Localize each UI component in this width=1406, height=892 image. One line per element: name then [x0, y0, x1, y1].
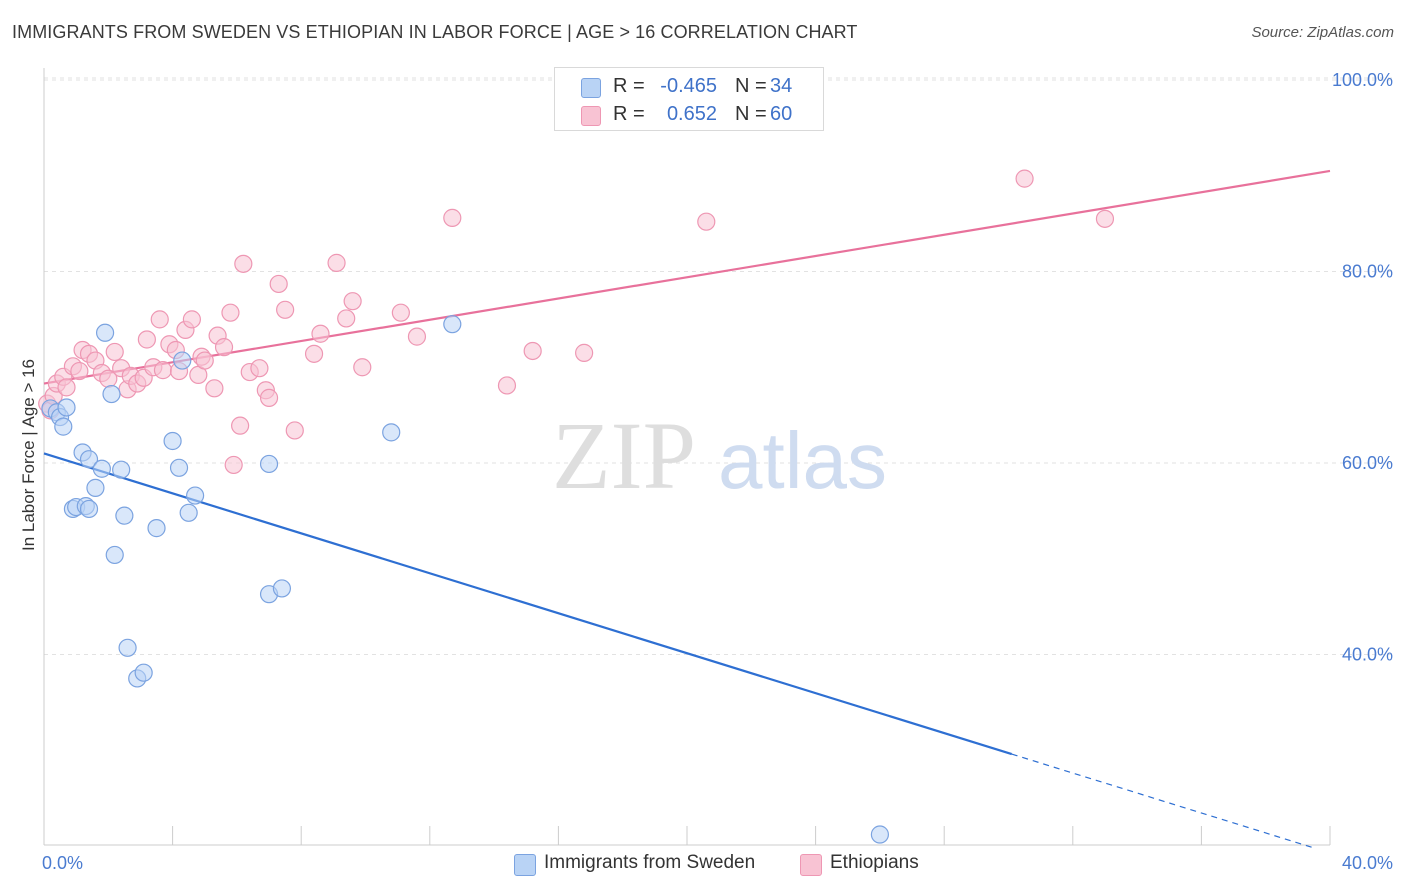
trend-lines — [43, 169, 1331, 849]
data-point-ethiopians — [269, 274, 288, 294]
data-point-ethiopians — [234, 254, 253, 273]
source-label: Source: ZipAtlas.com — [1251, 24, 1394, 41]
data-point-ethiopians — [231, 416, 250, 435]
data-point-sweden — [382, 423, 401, 442]
data-point-ethiopians — [353, 358, 372, 377]
data-point-sweden — [173, 351, 192, 370]
n-label: N = — [735, 75, 767, 97]
data-point-ethiopians — [497, 376, 517, 395]
data-point-sweden — [179, 503, 198, 522]
data-point-ethiopians — [70, 361, 89, 381]
n-label: N = — [735, 103, 767, 125]
data-point-ethiopians — [150, 310, 169, 329]
data-point-ethiopians — [1095, 209, 1115, 228]
data-point-sweden — [86, 478, 105, 497]
watermark-atlas: atlas — [718, 416, 887, 505]
r-label: R = — [613, 103, 645, 125]
series-sweden — [41, 315, 890, 844]
y-tick-labels: 40.0% 60.0% 80.0% 100.0% — [1332, 70, 1393, 665]
y-tick-label: 40.0% — [1342, 645, 1393, 665]
legend-swatch-ethiopians — [581, 106, 601, 126]
data-point-ethiopians — [259, 388, 279, 407]
y-tick-label: 100.0% — [1332, 70, 1393, 90]
r-value: -0.465 — [660, 75, 717, 97]
data-point-ethiopians — [443, 208, 462, 227]
trend-line-sweden — [43, 452, 1013, 756]
data-point-sweden — [54, 417, 73, 436]
data-point-ethiopians — [575, 343, 594, 362]
r-label: R = — [613, 75, 645, 97]
data-point-ethiopians — [205, 379, 224, 398]
correlation-legend: R = -0.465 N = 34 R = 0.652 N = 60 — [554, 67, 824, 131]
data-point-sweden — [57, 398, 76, 417]
data-point-ethiopians — [137, 330, 156, 349]
legend-swatch-sweden — [514, 854, 536, 876]
data-point-sweden — [272, 579, 292, 598]
series-legend: Immigrants from Sweden Ethiopians — [0, 852, 1406, 878]
data-point-ethiopians — [311, 324, 330, 343]
data-point-sweden — [79, 499, 99, 519]
data-point-sweden — [102, 384, 121, 404]
data-point-ethiopians — [250, 359, 269, 378]
data-point-ethiopians — [224, 455, 243, 475]
chart-title: IMMIGRANTS FROM SWEDEN VS ETHIOPIAN IN L… — [12, 22, 858, 42]
data-point-ethiopians — [285, 421, 304, 440]
data-point-ethiopians — [391, 303, 410, 322]
data-point-sweden — [105, 545, 124, 565]
data-points — [38, 169, 1115, 844]
data-point-ethiopians — [337, 309, 356, 328]
x-tick-label: 0.0% — [42, 853, 83, 873]
data-point-sweden — [112, 460, 131, 479]
data-point-sweden — [186, 486, 205, 505]
data-point-sweden — [92, 459, 111, 478]
axes — [43, 68, 1331, 846]
legend-label-ethiopians: Ethiopians — [830, 852, 919, 873]
data-point-sweden — [95, 323, 115, 342]
data-point-ethiopians — [195, 351, 214, 370]
data-point-ethiopians — [276, 300, 295, 319]
x-tick-labels: 0.0% 40.0% — [42, 853, 1393, 873]
legend-swatch-sweden — [581, 78, 601, 98]
legend-label-sweden: Immigrants from Sweden — [544, 852, 756, 873]
data-point-ethiopians — [327, 253, 346, 272]
data-point-sweden — [870, 825, 890, 844]
data-point-ethiopians — [697, 212, 716, 231]
y-tick-label: 80.0% — [1342, 262, 1393, 282]
trend-line-extension-sweden — [1011, 753, 1315, 849]
data-point-ethiopians — [57, 378, 76, 397]
data-point-sweden — [169, 458, 189, 477]
data-point-ethiopians — [153, 361, 173, 380]
data-point-ethiopians — [214, 338, 234, 357]
n-value: 60 — [770, 103, 793, 125]
data-point-sweden — [134, 663, 153, 682]
data-point-ethiopians — [407, 327, 427, 346]
series-ethiopians — [38, 169, 1115, 475]
trend-line-ethiopians — [43, 169, 1331, 385]
legend-swatch-ethiopians — [800, 854, 822, 876]
data-point-ethiopians — [221, 303, 240, 322]
y-tick-label: 60.0% — [1342, 453, 1393, 473]
data-point-ethiopians — [182, 310, 201, 329]
data-point-ethiopians — [523, 341, 542, 361]
data-point-sweden — [118, 638, 137, 657]
data-point-ethiopians — [1015, 169, 1034, 188]
data-point-ethiopians — [343, 292, 362, 311]
watermark-zip: ZIP — [552, 402, 696, 509]
data-point-sweden — [443, 315, 462, 334]
data-point-ethiopians — [105, 342, 124, 362]
n-value: 34 — [770, 75, 793, 97]
r-value: 0.652 — [666, 103, 717, 125]
y-axis-label: In Labor Force | Age > 16 — [19, 359, 38, 551]
data-point-sweden — [259, 454, 279, 474]
data-point-sweden — [147, 519, 166, 538]
data-point-sweden — [115, 506, 134, 525]
x-tick-label: 40.0% — [1342, 853, 1393, 873]
data-point-ethiopians — [304, 344, 324, 363]
data-point-sweden — [163, 431, 182, 451]
data-point-sweden — [79, 450, 99, 469]
